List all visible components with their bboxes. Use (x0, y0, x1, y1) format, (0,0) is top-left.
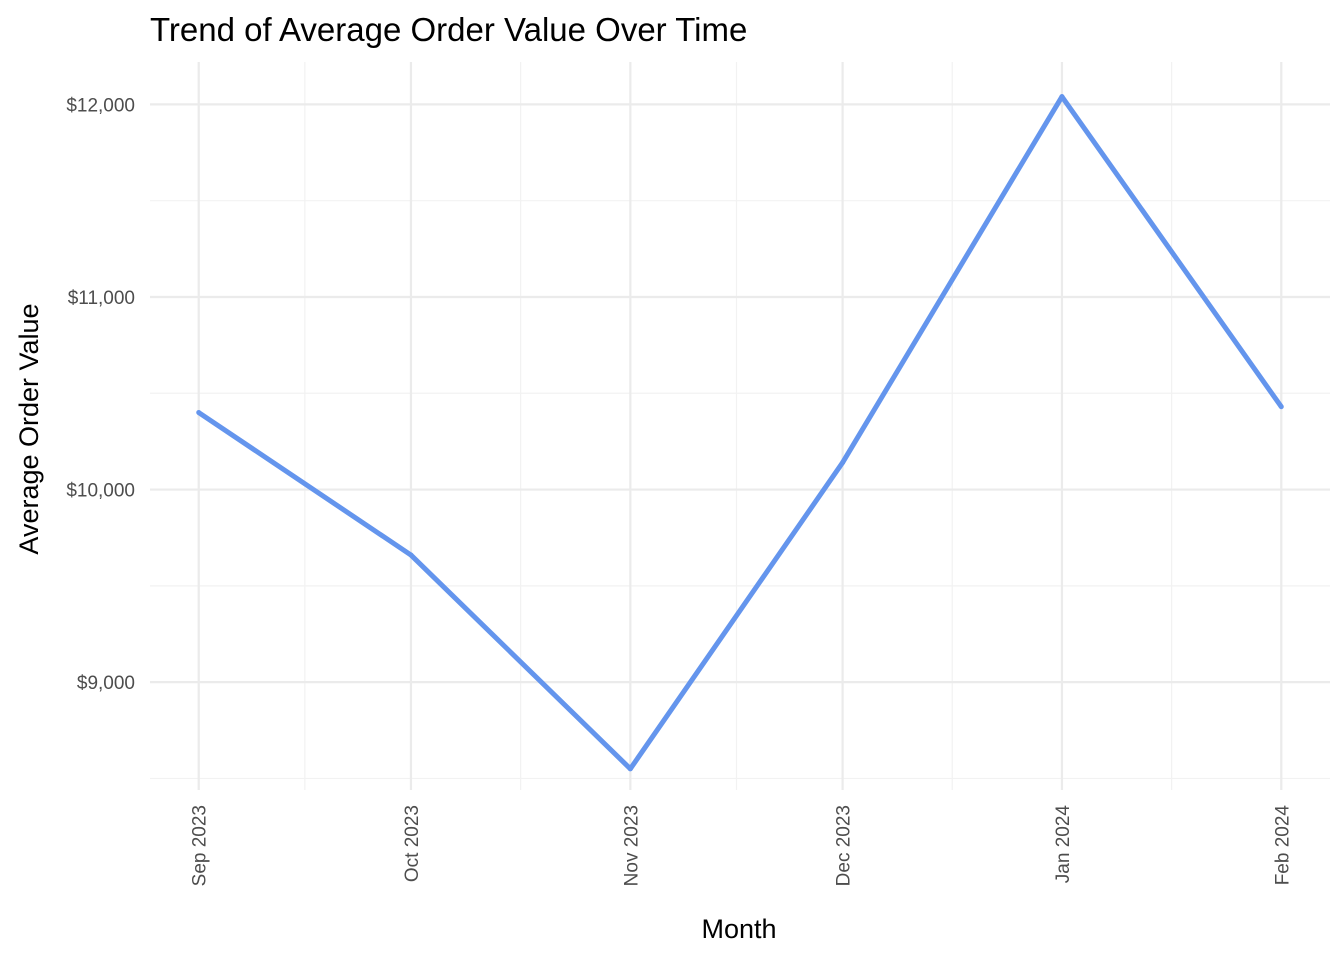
y-tick-label: $9,000 (77, 673, 135, 694)
x-tick-label: Sep 2023 (190, 805, 211, 886)
y-axis-title: Average Order Value (14, 303, 44, 554)
data-point (627, 766, 633, 772)
x-tick-label: Jan 2024 (1053, 805, 1074, 884)
series-layer (196, 94, 1284, 772)
y-tick-label: $10,000 (66, 481, 135, 502)
y-tick-label: $12,000 (66, 95, 135, 116)
data-point (840, 460, 846, 466)
data-point (1059, 94, 1065, 100)
x-axis-title: Month (701, 914, 776, 944)
x-tick-label: Oct 2023 (402, 805, 423, 882)
series-line (197, 94, 1284, 772)
chart-title: Trend of Average Order Value Over Time (150, 11, 747, 48)
data-point (408, 552, 414, 558)
data-point (196, 410, 202, 416)
x-tick-label: Nov 2023 (621, 805, 642, 886)
x-tick-label: Feb 2024 (1272, 805, 1293, 886)
x-tick-label: Dec 2023 (834, 805, 855, 886)
x-tick-labels: Sep 2023 Oct 2023 Nov 2023 Dec 2023 Jan 2024… (190, 805, 1294, 887)
y-tick-label: $11,000 (68, 288, 135, 309)
y-tick-labels: $9,000 $10,000 $11,000 $12,000 (66, 95, 135, 694)
data-point (1278, 404, 1284, 410)
grid-layer (150, 62, 1330, 790)
